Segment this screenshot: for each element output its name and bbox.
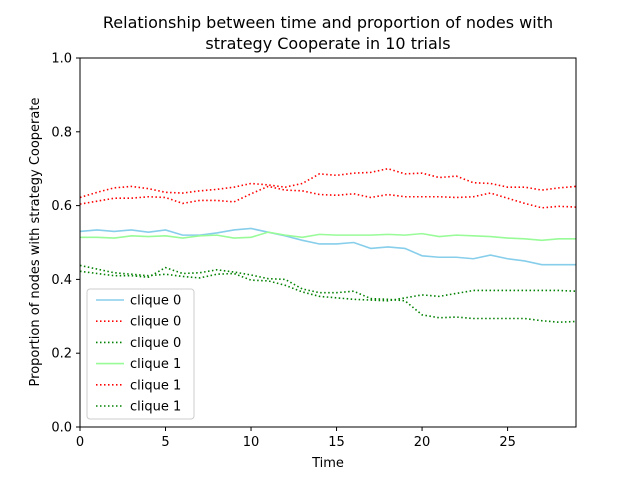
x-axis-label: Time <box>311 456 344 471</box>
legend-label-5: clique 1 <box>130 378 181 393</box>
legend-label-3: clique 0 <box>130 336 181 351</box>
legend-box <box>86 288 195 420</box>
legend-label-4: clique 1 <box>130 357 181 372</box>
plot-frame <box>79 57 577 428</box>
x-tick-label: 10 <box>243 435 260 450</box>
series-layer <box>79 167 577 324</box>
legend: clique 0 clique 0 clique 0 clique 1 clique 1… <box>86 288 195 420</box>
series-line-2 <box>79 167 577 199</box>
series-line-6 <box>79 264 577 302</box>
series-line-4 <box>80 231 576 242</box>
series-line-1 <box>79 227 576 266</box>
y-axis-ticks: 0.0 0.2 0.4 0.6 0.8 1.0 <box>51 52 80 436</box>
x-tick-label: 15 <box>328 435 345 450</box>
x-axis-ticks: 0 5 10 15 20 25 <box>76 427 516 450</box>
y-tick-label: 1.0 <box>51 52 72 67</box>
y-tick-label: 0.6 <box>51 199 72 214</box>
y-axis-label: Proportion of nodes with strategy Cooper… <box>28 98 43 387</box>
legend-label-1: clique 0 <box>130 294 181 309</box>
x-tick-label: 25 <box>499 435 516 450</box>
legend-label-6: clique 1 <box>130 400 181 415</box>
y-tick-label: 0.8 <box>51 125 72 140</box>
y-tick-label: 0.2 <box>51 347 72 362</box>
x-tick-label: 5 <box>161 435 169 450</box>
chart-title-line2: strategy Cooperate in 10 trials <box>205 34 450 53</box>
series-line-5 <box>79 185 577 209</box>
y-tick-label: 0.0 <box>51 421 72 436</box>
x-tick-label: 0 <box>76 435 84 450</box>
x-tick-label: 20 <box>414 435 431 450</box>
series-line-3 <box>79 266 577 324</box>
chart-title-line1: Relationship between time and proportion… <box>103 13 553 32</box>
legend-label-2: clique 0 <box>130 315 181 330</box>
y-tick-label: 0.4 <box>51 273 72 288</box>
